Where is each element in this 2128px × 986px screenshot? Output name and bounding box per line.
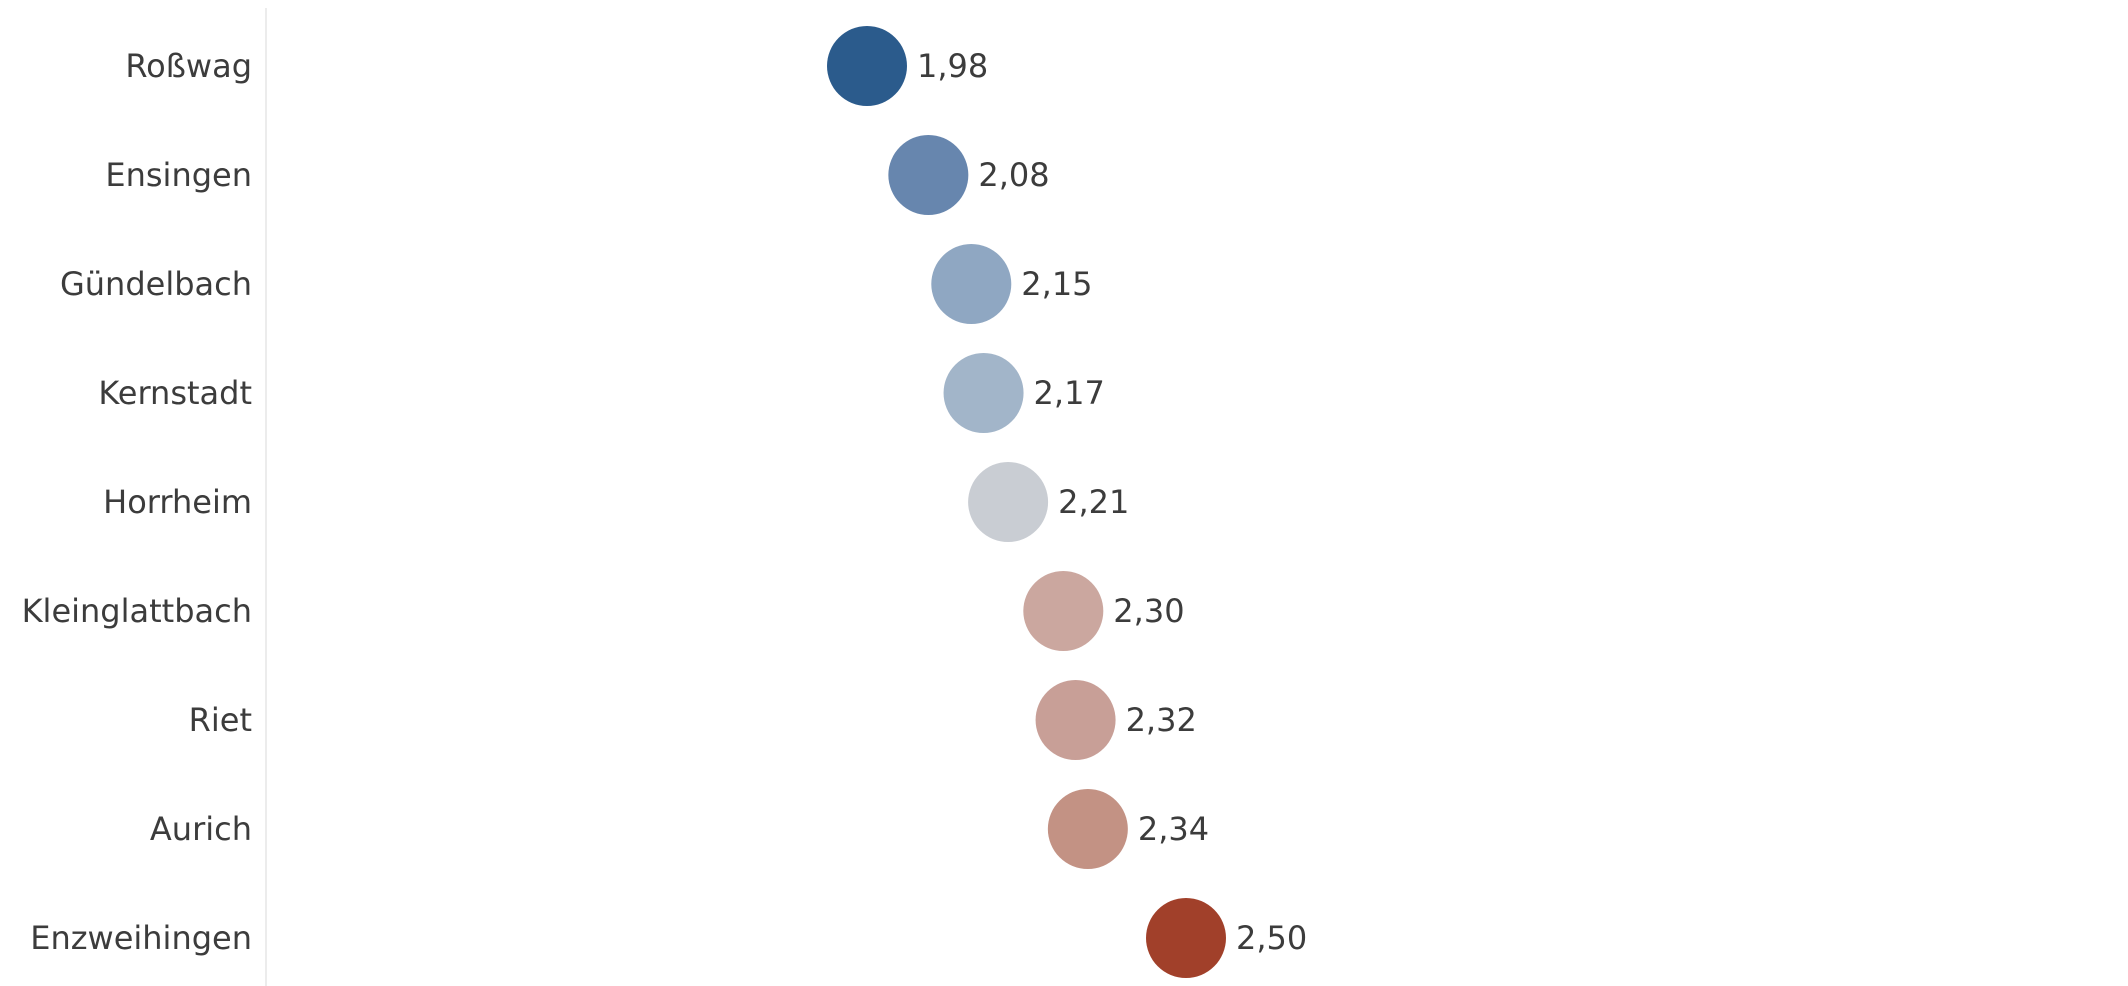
- category-label: Horrheim: [103, 483, 252, 521]
- data-point[interactable]: [1035, 680, 1116, 760]
- data-point[interactable]: [827, 26, 907, 106]
- category-label: Kleinglattbach: [22, 592, 252, 630]
- data-label: 2,30: [1113, 592, 1184, 630]
- data-point[interactable]: [931, 244, 1012, 324]
- data-label: 2,34: [1138, 810, 1209, 848]
- data-point[interactable]: [943, 353, 1024, 433]
- category-label: Ensingen: [105, 156, 252, 194]
- data-label: 2,32: [1126, 701, 1197, 739]
- category-labels: Roßwag Ensingen Gündelbach Kernstadt Horrhei…: [22, 47, 252, 957]
- data-label: 1,98: [917, 47, 988, 85]
- category-label: Kernstadt: [98, 374, 252, 412]
- data-point[interactable]: [1146, 898, 1226, 978]
- data-point[interactable]: [888, 135, 969, 215]
- data-label: 2,21: [1058, 483, 1129, 521]
- data-label: 2,50: [1236, 919, 1307, 957]
- data-point[interactable]: [968, 462, 1049, 542]
- data-points: [827, 26, 1226, 978]
- data-label: 2,15: [1021, 265, 1092, 303]
- data-point[interactable]: [1023, 571, 1104, 651]
- category-label: Enzweihingen: [30, 919, 252, 957]
- data-labels: 1,98 2,08 2,15 2,17 2,21 2,30 2,32 2,34 2,50: [917, 47, 1307, 957]
- category-label: Riet: [189, 701, 252, 739]
- category-label: Roßwag: [125, 47, 252, 85]
- data-point[interactable]: [1047, 789, 1128, 869]
- category-label: Aurich: [150, 810, 252, 848]
- category-label: Gündelbach: [60, 265, 252, 303]
- data-label: 2,17: [1034, 374, 1105, 412]
- data-label: 2,08: [978, 156, 1049, 194]
